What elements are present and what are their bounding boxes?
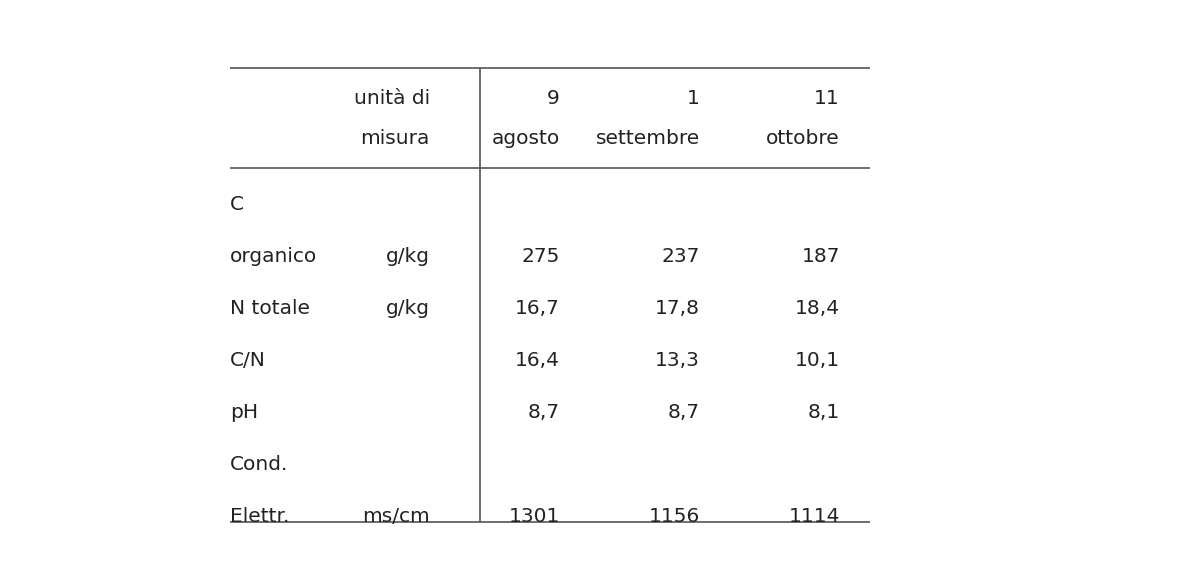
Text: 187: 187 [802,248,840,267]
Text: C: C [230,196,244,214]
Text: 1156: 1156 [649,507,700,526]
Text: 1301: 1301 [509,507,560,526]
Text: 8,1: 8,1 [808,403,840,423]
Text: 8,7: 8,7 [528,403,560,423]
Text: 17,8: 17,8 [655,300,700,319]
Text: misura: misura [361,129,430,148]
Text: Elettr.: Elettr. [230,507,289,526]
Text: 8,7: 8,7 [668,403,700,423]
Text: organico: organico [230,248,317,267]
Text: 9: 9 [547,89,560,108]
Text: C/N: C/N [230,352,266,371]
Text: g/kg: g/kg [386,248,430,267]
Text: ms/cm: ms/cm [362,507,430,526]
Text: 275: 275 [522,248,560,267]
Text: Cond.: Cond. [230,455,288,475]
Text: agosto: agosto [492,129,560,148]
Text: ottobre: ottobre [767,129,840,148]
Text: 16,7: 16,7 [515,300,560,319]
Text: 237: 237 [661,248,700,267]
Text: 11: 11 [815,89,840,108]
Text: 16,4: 16,4 [515,352,560,371]
Text: 10,1: 10,1 [794,352,840,371]
Text: 1114: 1114 [788,507,840,526]
Text: N totale: N totale [230,300,310,319]
Text: pH: pH [230,403,258,423]
Text: unità di: unità di [354,89,430,108]
Text: settembre: settembre [595,129,700,148]
Text: 1: 1 [688,89,700,108]
Text: 13,3: 13,3 [655,352,700,371]
Text: 18,4: 18,4 [794,300,840,319]
Text: g/kg: g/kg [386,300,430,319]
